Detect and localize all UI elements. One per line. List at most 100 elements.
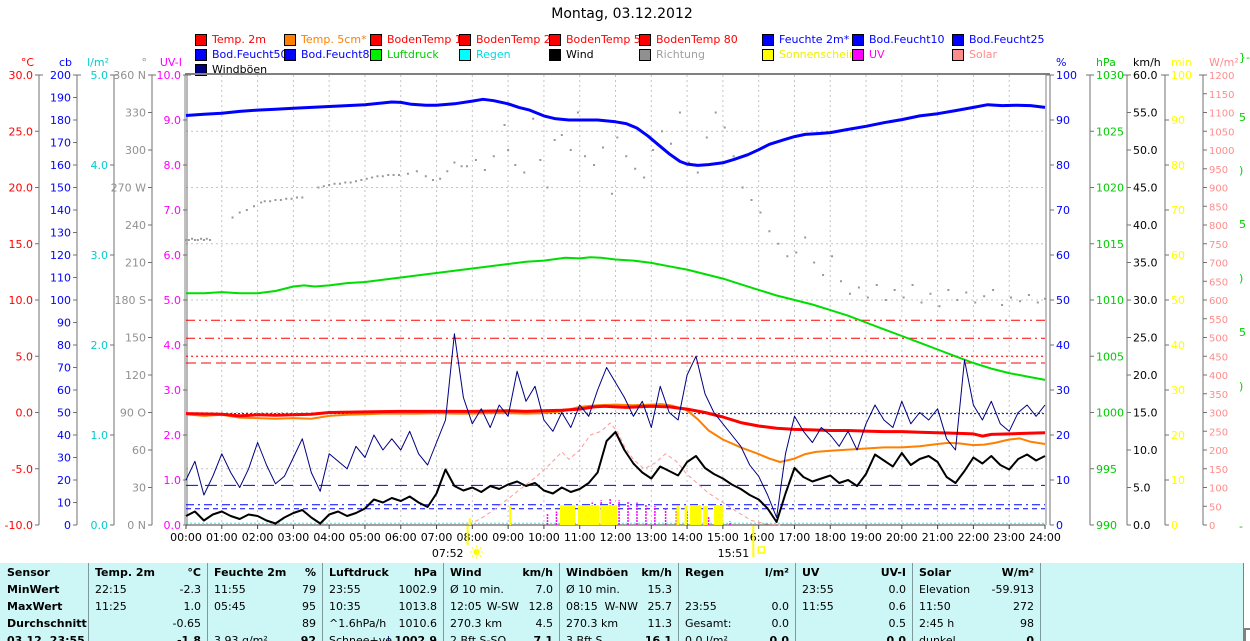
legend-label: BodenTemp 10 [387, 33, 469, 46]
data-cell: 0.0 l/m² 0.0 [678, 632, 795, 641]
resize-grip[interactable] [1244, 628, 1250, 641]
svg-text:360 N: 360 N [113, 69, 146, 82]
data-cell: 11:50 272 [912, 598, 1040, 615]
data-cell: Ø 10 min. 7.0 [443, 581, 559, 598]
svg-text:0: 0 [1056, 519, 1063, 532]
cell-value: 0.6 [888, 600, 907, 613]
svg-text:0: 0 [64, 519, 71, 532]
svg-text:1000: 1000 [1209, 146, 1234, 157]
cell-value: 1013.8 [398, 600, 438, 613]
header-cell: Sensor [0, 564, 88, 581]
svg-text:10.0: 10.0 [9, 294, 34, 307]
svg-text:100: 100 [1171, 69, 1192, 82]
row-label-cell: MinWert [0, 581, 88, 598]
header-cell: Wind km/h [443, 564, 559, 581]
svg-text:60: 60 [1056, 249, 1070, 262]
svg-text:250: 250 [1209, 427, 1228, 438]
table-separator [207, 563, 208, 641]
svg-text:4.0: 4.0 [91, 159, 109, 172]
legend-label: Regen [476, 48, 511, 61]
svg-text:3.0: 3.0 [164, 384, 182, 397]
cell-text: 11:50 [919, 600, 951, 613]
cell-text: 23:55 [802, 583, 834, 596]
svg-text:90: 90 [57, 317, 71, 330]
cell-text: Solar [919, 566, 952, 579]
page-title: Montag, 03.12.2012 [551, 6, 693, 22]
axis-deg: 360 N 330 300 270 W 240 210 180 S 150 120 90 O 60 3… [111, 56, 156, 532]
legend-item-regen: Regen [459, 48, 511, 61]
data-cell: 0.5 [795, 615, 912, 632]
axis-lm2: 5.0 4.0 3.0 2.0 1.0 0.0 l/m² [87, 56, 118, 532]
solar-swatch-icon [952, 48, 964, 61]
clipped-axis-fragments: }- 5) 5) 5) - [1239, 51, 1250, 533]
data-cell: Ø 10 min. 15.3 [559, 581, 678, 598]
legend-item-luftdruck: Luftdruck [370, 48, 439, 61]
svg-text:5.0: 5.0 [91, 69, 109, 82]
svg-text:50: 50 [1209, 502, 1222, 513]
svg-text:5: 5 [1239, 111, 1246, 124]
row-label: 03.12. 23:55 [7, 634, 85, 641]
cell-text: 23:55 [329, 583, 361, 596]
svg-text:12:00: 12:00 [600, 531, 632, 544]
data-cell: Gesamt: 0.0 [678, 615, 795, 632]
legend-label: Wind [566, 48, 594, 61]
summary-table: Sensor Temp. 2m °C Feuchte 2m% Luftdruck hPa W… [0, 563, 1244, 641]
legend-item-bod-feucht-50: Bod.Feucht50 [195, 48, 288, 61]
cell-value: 25.7 [647, 600, 673, 613]
svg-text:10.0: 10.0 [157, 69, 182, 82]
svg-text:1020: 1020 [1096, 182, 1124, 195]
svg-text:5.0: 5.0 [1133, 482, 1151, 495]
svg-text:5: 5 [1239, 218, 1246, 231]
bodentemp-25-swatch-icon [459, 33, 471, 46]
svg-text:150: 150 [125, 332, 146, 345]
cell-text: 08:15 [566, 600, 598, 613]
cell-text: 0.0 l/m² [685, 634, 728, 641]
row-label-cell: MaxWert [0, 598, 88, 615]
svg-text:210: 210 [125, 257, 146, 270]
cell-direction: W-NW [604, 600, 638, 613]
legend-label: Temp. 5cm* [301, 33, 367, 46]
svg-text:1.0: 1.0 [164, 474, 182, 487]
svg-text:650: 650 [1209, 277, 1228, 288]
cell-value: km/h [641, 566, 672, 579]
svg-text:120: 120 [125, 369, 146, 382]
bodentemp-80-swatch-icon [639, 33, 651, 46]
svg-text:20:00: 20:00 [886, 531, 918, 544]
svg-text:15.0: 15.0 [9, 238, 34, 251]
svg-text:04:00: 04:00 [313, 531, 345, 544]
series-feuchte-2m [185, 97, 1046, 167]
axis-kmh: 60.0 55.0 50.0 45.0 40.0 35.0 30.0 25.0 20.0 15.0… [1123, 56, 1161, 532]
cell-value: W/m² [1001, 566, 1034, 579]
svg-text:20.0: 20.0 [1133, 369, 1158, 382]
svg-text:60: 60 [132, 444, 146, 457]
header-cell: Luftdruck hPa [322, 564, 443, 581]
cell-value: 0.0 [771, 600, 790, 613]
svg-text:10:00: 10:00 [528, 531, 560, 544]
data-cell: 23:55 0.0 [678, 598, 795, 615]
cell-value: 92 [300, 634, 316, 641]
cell-value: 11.3 [647, 617, 673, 630]
svg-text:25.0: 25.0 [1133, 332, 1158, 345]
svg-text:40: 40 [1056, 339, 1070, 352]
legend-item-bod-feucht-10: Bod.Feucht10 [852, 33, 945, 46]
row-label: MaxWert [7, 600, 63, 613]
bod-feucht-25-swatch-icon [952, 33, 964, 46]
cell-text: Feuchte 2m [214, 566, 287, 579]
cell-text: Ø 10 min. [450, 583, 504, 596]
svg-text:70: 70 [1171, 204, 1185, 217]
svg-text:20: 20 [57, 474, 71, 487]
cell-value: 12.8 [528, 600, 554, 613]
legend-item-bodentemp-25: BodenTemp 25 [459, 33, 558, 46]
svg-text:100: 100 [50, 294, 71, 307]
table-separator [795, 563, 796, 641]
svg-text:20: 20 [1056, 429, 1070, 442]
svg-text:30: 30 [57, 452, 71, 465]
svg-text:850: 850 [1209, 202, 1228, 213]
temp-2m-swatch-icon [195, 33, 207, 46]
svg-text:90: 90 [1056, 114, 1070, 127]
svg-text:0 N: 0 N [127, 519, 146, 532]
row-label-cell: 03.12. 23:55 [0, 632, 88, 641]
svg-text:90 O: 90 O [120, 407, 146, 420]
